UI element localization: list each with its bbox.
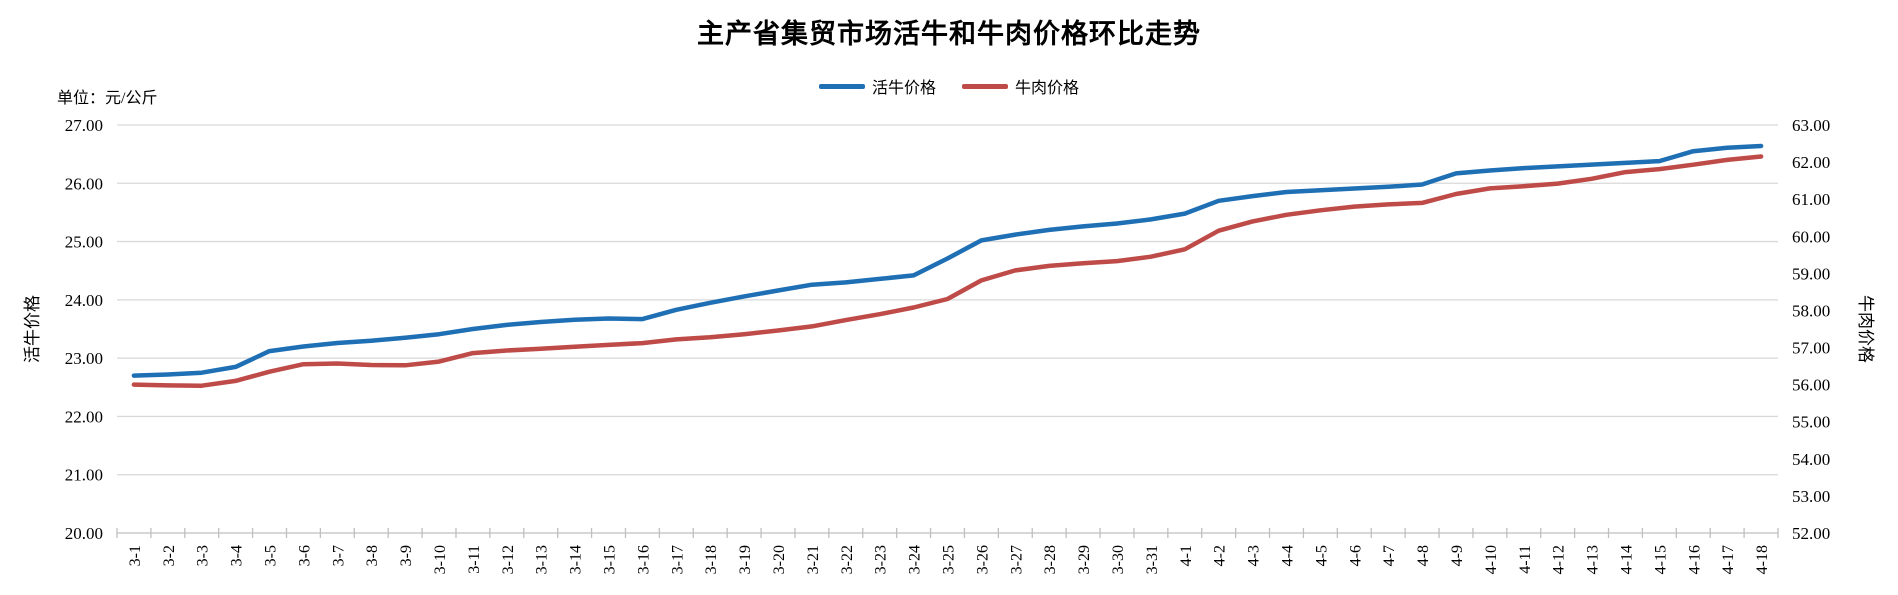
series-line-beef	[131, 154, 1764, 388]
x-tick-label: 3-16	[635, 545, 652, 574]
x-tick-label: 4-11	[1517, 545, 1534, 574]
beef-line-swatch-icon	[962, 83, 1008, 89]
x-tick-label: 4-15	[1652, 545, 1669, 574]
x-tick-label: 4-5	[1313, 545, 1330, 566]
legend: 活牛价格 牛肉价格	[0, 74, 1898, 98]
left-axis-title: 活牛价格	[23, 295, 42, 363]
x-tick-label: 4-17	[1720, 545, 1737, 574]
unit-label: 单位：元/公斤	[57, 90, 158, 107]
x-tick-label: 3-10	[432, 545, 449, 574]
right-axis-title: 牛肉价格	[1856, 295, 1875, 363]
legend-item-live-cattle: 活牛价格	[818, 74, 936, 98]
y-tick-label-left: 25.00	[65, 233, 103, 252]
x-tick-label: 3-24	[907, 545, 924, 574]
x-tick-label: 3-14	[568, 545, 585, 574]
legend-label-live-cattle: 活牛价格	[871, 80, 936, 97]
x-tick-label: 3-29	[1076, 545, 1093, 574]
x-tick-label: 3-11	[466, 545, 483, 574]
y-tick-label-right: 58.00	[1792, 301, 1830, 320]
legend-label-beef: 牛肉价格	[1015, 80, 1080, 97]
y-tick-label-right: 62.00	[1792, 153, 1830, 172]
y-tick-label-right: 54.00	[1792, 450, 1830, 469]
x-tick-label: 4-1	[1178, 545, 1195, 566]
y-tick-label-left: 20.00	[65, 524, 103, 543]
y-tick-label-left: 23.00	[65, 349, 103, 368]
y-tick-label-right: 57.00	[1792, 339, 1830, 358]
x-tick-label: 3-15	[602, 545, 619, 574]
x-tick-label: 3-27	[1008, 545, 1025, 574]
x-tick-label: 4-7	[1381, 545, 1398, 566]
x-tick-label: 4-12	[1551, 545, 1568, 574]
live-cattle-line-swatch-icon	[818, 83, 865, 89]
y-tick-label-left: 26.00	[65, 174, 103, 193]
x-tick-label: 3-17	[669, 545, 686, 574]
x-tick-label: 4-18	[1754, 545, 1771, 574]
x-tick-label: 4-13	[1585, 545, 1602, 574]
x-tick-label: 4-3	[1246, 545, 1263, 566]
y-tick-label-left: 22.00	[65, 407, 103, 426]
x-tick-label: 3-20	[771, 545, 788, 574]
x-tick-label: 3-21	[805, 545, 822, 574]
x-tick-label: 3-4	[229, 545, 246, 566]
x-tick-label: 3-5	[263, 545, 280, 566]
y-tick-label-right: 61.00	[1792, 190, 1830, 209]
series-line-live-cattle	[131, 143, 1764, 378]
x-tick-label: 4-9	[1449, 545, 1466, 566]
x-tick-label: 3-2	[161, 545, 178, 566]
y-tick-label-right: 60.00	[1792, 227, 1830, 246]
x-tick-label: 4-4	[1279, 545, 1296, 566]
y-tick-label-right: 59.00	[1792, 264, 1830, 283]
y-tick-label-right: 63.00	[1792, 116, 1830, 135]
x-tick-label: 3-7	[330, 545, 347, 566]
x-tick-label: 3-28	[1042, 545, 1059, 574]
y-tick-label-right: 56.00	[1792, 376, 1830, 395]
x-tick-label: 3-23	[873, 545, 890, 574]
chart-title: 主产省集贸市场活牛和牛肉价格环比走势	[697, 19, 1201, 49]
y-tick-label-right: 53.00	[1792, 487, 1830, 506]
x-tick-label: 3-26	[974, 545, 991, 574]
x-tick-label: 3-18	[703, 545, 720, 574]
x-tick-label: 4-8	[1415, 545, 1432, 566]
x-tick-label: 4-16	[1686, 545, 1703, 574]
x-tick-label: 3-25	[941, 545, 958, 574]
x-tick-label: 3-9	[398, 545, 415, 566]
y-tick-label-right: 52.00	[1792, 524, 1830, 543]
x-tick-label: 4-2	[1212, 545, 1229, 566]
y-tick-label-left: 24.00	[65, 291, 103, 310]
x-tick-label: 3-31	[1144, 545, 1161, 574]
x-tick-label: 3-13	[534, 545, 551, 574]
x-tick-label: 4-14	[1618, 545, 1635, 574]
y-tick-label-left: 21.00	[65, 466, 103, 485]
y-tick-label-right: 55.00	[1792, 413, 1830, 432]
x-tick-label: 3-6	[296, 545, 313, 566]
x-tick-label: 3-30	[1110, 545, 1127, 574]
x-tick-label: 3-22	[839, 545, 856, 574]
x-tick-label: 4-10	[1483, 545, 1500, 574]
x-tick-label: 3-3	[195, 545, 212, 566]
x-tick-label: 3-12	[500, 545, 517, 574]
x-tick-label: 4-6	[1347, 545, 1364, 566]
x-tick-label: 3-1	[127, 545, 144, 566]
x-tick-label: 3-19	[737, 545, 754, 574]
x-tick-label: 3-8	[364, 545, 381, 566]
y-tick-label-left: 27.00	[65, 116, 103, 135]
legend-item-beef: 牛肉价格	[962, 74, 1079, 98]
